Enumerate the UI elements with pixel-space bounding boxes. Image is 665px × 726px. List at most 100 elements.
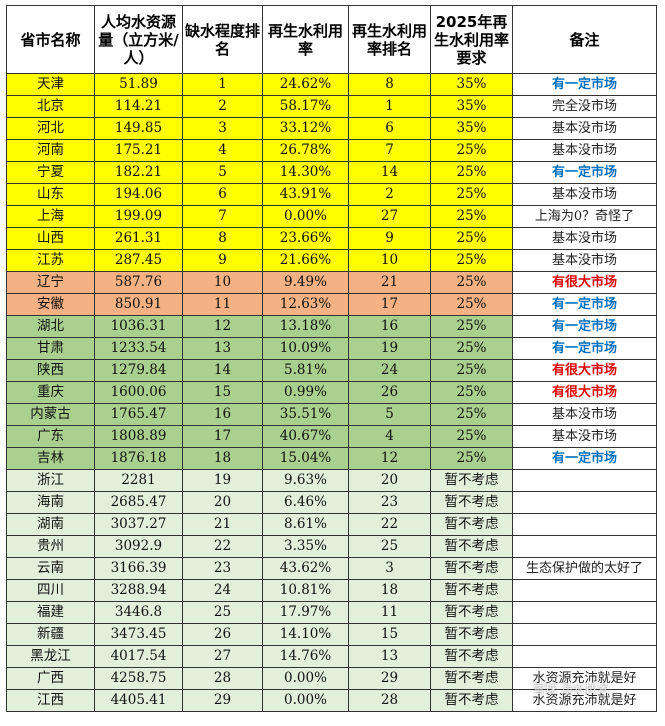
table-row: 广东 1808.89 17 40.67% 4 25% 基本没市场 — [6, 425, 657, 448]
shortage-rank-cell: 24 — [182, 579, 263, 602]
shortage-rank-cell: 22 — [182, 535, 263, 558]
shortage-rank-cell: 27 — [182, 645, 263, 668]
shortage-rank-cell: 12 — [182, 315, 263, 338]
reuse-rate-rank-cell: 21 — [348, 271, 431, 294]
header-row: 省市名称 人均水资源量（立方米/人） 缺水程度排名 再生水利用率 再生水利用率排… — [6, 5, 657, 74]
reuse-rate-cell: 5.81% — [262, 359, 349, 382]
province-cell: 甘肃 — [6, 337, 95, 360]
note-cell: 基本没市场 — [512, 227, 657, 250]
note-cell: 基本没市场 — [512, 425, 657, 448]
water-per-capita-cell: 4405.41 — [94, 689, 183, 712]
table-row: 贵州 3092.9 22 3.35% 25 暂不考虑 — [6, 535, 657, 558]
requirement-cell: 25% — [430, 425, 513, 448]
table-row: 四川 3288.94 24 10.81% 18 暂不考虑 — [6, 579, 657, 602]
reuse-rate-rank-cell: 28 — [348, 689, 431, 712]
water-per-capita-cell: 3092.9 — [94, 535, 183, 558]
requirement-cell: 25% — [430, 359, 513, 382]
note-cell: 有一定市场 — [512, 447, 657, 470]
note-cell: 有一定市场 — [512, 315, 657, 338]
header-water-per-capita: 人均水资源量（立方米/人） — [94, 5, 183, 74]
reuse-rate-cell: 9.63% — [262, 469, 349, 492]
note-cell — [512, 579, 657, 602]
requirement-cell: 25% — [430, 205, 513, 228]
water-per-capita-cell: 261.31 — [94, 227, 183, 250]
province-cell: 河北 — [6, 117, 95, 140]
note-cell — [512, 623, 657, 646]
shortage-rank-cell: 20 — [182, 491, 263, 514]
reuse-rate-rank-cell: 18 — [348, 579, 431, 602]
province-cell: 广东 — [6, 425, 95, 448]
shortage-rank-cell: 5 — [182, 161, 263, 184]
shortage-rank-cell: 4 — [182, 139, 263, 162]
note-cell: 基本没市场 — [512, 117, 657, 140]
note-cell: 基本没市场 — [512, 139, 657, 162]
province-cell: 安徽 — [6, 293, 95, 316]
reuse-rate-rank-cell: 1 — [348, 95, 431, 118]
reuse-rate-cell: 17.97% — [262, 601, 349, 624]
table-row: 湖南 3037.27 21 8.61% 22 暂不考虑 — [6, 513, 657, 536]
requirement-cell: 暂不考虑 — [430, 491, 513, 514]
reuse-rate-cell: 15.04% — [262, 447, 349, 470]
water-per-capita-cell: 1765.47 — [94, 403, 183, 426]
shortage-rank-cell: 29 — [182, 689, 263, 712]
shortage-rank-cell: 26 — [182, 623, 263, 646]
water-per-capita-cell: 587.76 — [94, 271, 183, 294]
water-per-capita-cell: 3288.94 — [94, 579, 183, 602]
reuse-rate-cell: 0.00% — [262, 667, 349, 690]
requirement-cell: 35% — [430, 95, 513, 118]
shortage-rank-cell: 1 — [182, 73, 263, 96]
note-cell: 有很大市场 — [512, 271, 657, 294]
shortage-rank-cell: 9 — [182, 249, 263, 272]
water-per-capita-cell: 1233.54 — [94, 337, 183, 360]
shortage-rank-cell: 17 — [182, 425, 263, 448]
province-cell: 黑龙江 — [6, 645, 95, 668]
reuse-rate-rank-cell: 11 — [348, 601, 431, 624]
table-row: 江苏 287.45 9 21.66% 10 25% 基本没市场 — [6, 249, 657, 272]
reuse-rate-rank-cell: 5 — [348, 403, 431, 426]
reuse-rate-rank-cell: 10 — [348, 249, 431, 272]
reuse-rate-rank-cell: 15 — [348, 623, 431, 646]
water-per-capita-cell: 114.21 — [94, 95, 183, 118]
water-per-capita-cell: 2685.47 — [94, 491, 183, 514]
table-row: 宁夏 182.21 5 14.30% 14 25% 有一定市场 — [6, 161, 657, 184]
reuse-rate-rank-cell: 17 — [348, 293, 431, 316]
requirement-cell: 暂不考虑 — [430, 513, 513, 536]
reuse-rate-cell: 0.00% — [262, 205, 349, 228]
reuse-rate-cell: 6.46% — [262, 491, 349, 514]
header-2025-requirement: 2025年再生水利用率要求 — [430, 5, 513, 74]
requirement-cell: 25% — [430, 447, 513, 470]
province-cell: 江苏 — [6, 249, 95, 272]
shortage-rank-cell: 21 — [182, 513, 263, 536]
table-row: 河北 149.85 3 33.12% 6 35% 基本没市场 — [6, 117, 657, 140]
note-cell: 基本没市场 — [512, 403, 657, 426]
note-cell: 有很大市场 — [512, 381, 657, 404]
table-row: 甘肃 1233.54 13 10.09% 19 25% 有一定市场 — [6, 337, 657, 360]
water-per-capita-cell: 51.89 — [94, 73, 183, 96]
requirement-cell: 25% — [430, 403, 513, 426]
province-cell: 北京 — [6, 95, 95, 118]
shortage-rank-cell: 10 — [182, 271, 263, 294]
water-per-capita-cell: 182.21 — [94, 161, 183, 184]
shortage-rank-cell: 14 — [182, 359, 263, 382]
reuse-rate-rank-cell: 26 — [348, 381, 431, 404]
reuse-rate-rank-cell: 19 — [348, 337, 431, 360]
reuse-rate-cell: 40.67% — [262, 425, 349, 448]
shortage-rank-cell: 8 — [182, 227, 263, 250]
province-cell: 湖南 — [6, 513, 95, 536]
water-per-capita-cell: 1036.31 — [94, 315, 183, 338]
requirement-cell: 暂不考虑 — [430, 557, 513, 580]
table-row: 湖北 1036.31 12 13.18% 16 25% 有一定市场 — [6, 315, 657, 338]
reuse-rate-rank-cell: 12 — [348, 447, 431, 470]
shortage-rank-cell: 11 — [182, 293, 263, 316]
reuse-rate-rank-cell: 22 — [348, 513, 431, 536]
note-cell: 有很大市场 — [512, 359, 657, 382]
water-per-capita-cell: 4258.75 — [94, 667, 183, 690]
water-per-capita-cell: 2281 — [94, 469, 183, 492]
reuse-rate-cell: 14.30% — [262, 161, 349, 184]
note-cell: 水资源充沛就是好 — [512, 667, 657, 690]
reuse-rate-cell: 9.49% — [262, 271, 349, 294]
reuse-rate-rank-cell: 23 — [348, 491, 431, 514]
note-cell — [512, 469, 657, 492]
province-cell: 湖北 — [6, 315, 95, 338]
requirement-cell: 25% — [430, 139, 513, 162]
